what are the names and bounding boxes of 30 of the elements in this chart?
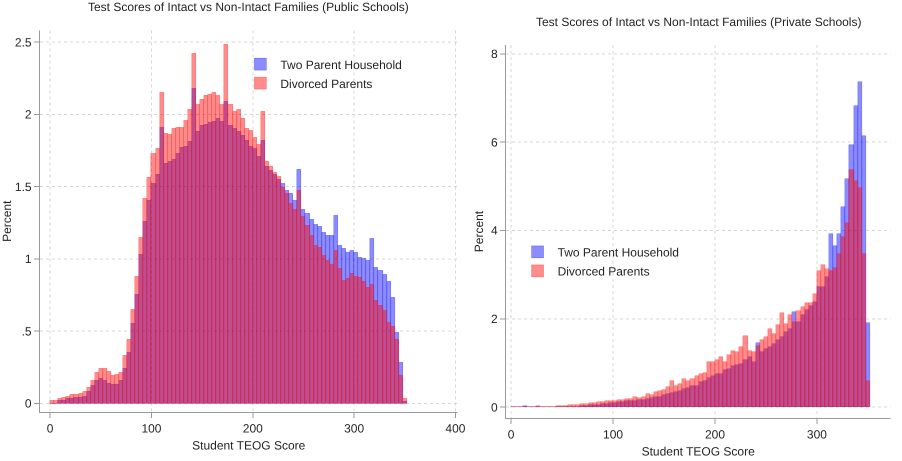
y-tick-label: 2 — [24, 108, 32, 122]
x-tick-label: 200 — [242, 421, 264, 436]
y-tick-label: 6 — [490, 135, 498, 150]
y-axis-title: Percent — [472, 210, 486, 252]
y-tick-label: 4 — [490, 224, 498, 238]
y-axis-title: Percent — [0, 200, 14, 242]
x-axis-title: Student TEOG Score — [642, 444, 756, 458]
y-tick-label: 0 — [490, 400, 498, 414]
y-tick-label: 0 — [24, 396, 32, 410]
y-tick-label: .5 — [22, 324, 32, 338]
x-tick-label: 0 — [508, 428, 515, 442]
x-tick-label: 0 — [46, 421, 54, 436]
legend-label: Divorced Parents — [280, 76, 372, 91]
legend-label: Two Parent Household — [558, 246, 679, 260]
x-tick-label: 300 — [344, 421, 364, 436]
x-tick-label: 200 — [704, 428, 726, 442]
x-axis-title: Student TEOG Score — [192, 438, 306, 452]
chart-title: Test Scores of Intact vs Non-Intact Families (Public Schools) — [88, 0, 409, 14]
y-tick-label: 8 — [490, 46, 498, 61]
y-tick-label: 1 — [24, 252, 32, 266]
legend-label: Divorced Parents — [558, 264, 650, 279]
y-tick-label: 1.5 — [14, 180, 32, 194]
x-tick-label: 100 — [603, 428, 624, 442]
chart-title: Test Scores of Intact vs Non-Intact Families (Private Schools) — [536, 15, 862, 29]
x-tick-label: 100 — [141, 421, 162, 436]
legend-label: Two Parent Household — [280, 58, 402, 72]
y-tick-label: 2.5 — [14, 35, 32, 50]
x-tick-label: 400 — [445, 421, 466, 436]
x-tick-label: 300 — [806, 428, 828, 442]
y-tick-label: 2 — [490, 312, 498, 326]
